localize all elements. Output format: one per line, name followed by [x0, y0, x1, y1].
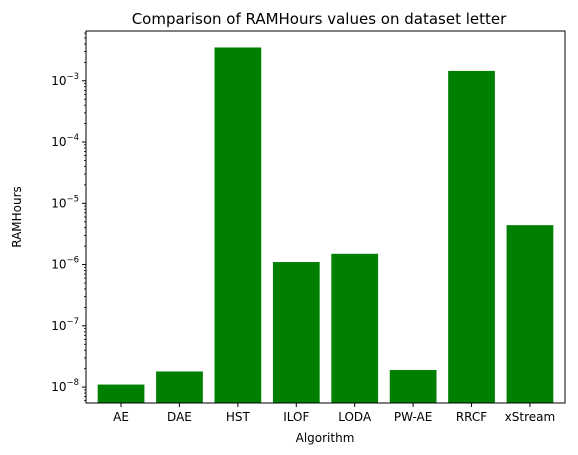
bar-dae	[156, 371, 203, 403]
y-axis-label: RAMHours	[10, 186, 24, 248]
bar-rrcf	[448, 70, 495, 403]
x-tick-label: RRCF	[456, 410, 487, 424]
bars	[97, 47, 554, 403]
x-axis-ticks: AE DAE HST ILOF LODA PW-AE RRCF xStream	[113, 403, 555, 424]
y-axis-ticks: 10−8 10−7 10−6 10−5 10−4 10−3	[51, 32, 86, 402]
bar-hst	[214, 47, 262, 403]
x-axis-label: Algorithm	[296, 431, 355, 445]
chart-title: Comparison of RAMHours values on dataset…	[132, 10, 507, 28]
y-tick-label: 10−8	[51, 378, 79, 394]
x-tick-label: HST	[226, 410, 251, 424]
bar-pw-ae	[389, 370, 437, 403]
y-tick-label: 10−5	[51, 194, 79, 210]
x-tick-label: xStream	[505, 410, 556, 424]
x-tick-label: LODA	[338, 410, 372, 424]
y-tick-label: 10−4	[51, 133, 79, 149]
y-tick-label: 10−6	[51, 256, 79, 272]
bar-ae	[97, 384, 145, 403]
x-tick-label: DAE	[167, 410, 192, 424]
bar-loda	[331, 253, 379, 403]
x-tick-label: AE	[113, 410, 129, 424]
x-tick-label: ILOF	[283, 410, 309, 424]
bar-ilof	[272, 262, 320, 403]
y-tick-label: 10−7	[51, 317, 79, 333]
y-tick-label: 10−3	[51, 72, 79, 88]
bar-xstream	[506, 225, 554, 403]
x-tick-label: PW-AE	[394, 410, 432, 424]
plot-frame	[85, 30, 566, 404]
